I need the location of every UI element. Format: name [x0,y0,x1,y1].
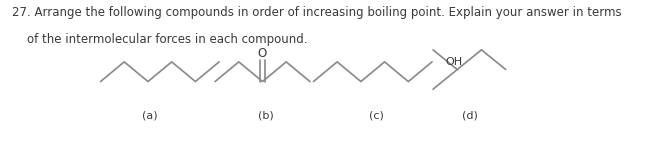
Text: OH: OH [445,57,462,67]
Text: O: O [258,47,267,60]
Text: (c): (c) [369,110,384,120]
Text: (a): (a) [142,110,158,120]
Text: (b): (b) [258,110,273,120]
Text: (d): (d) [462,110,478,120]
Text: of the intermolecular forces in each compound.: of the intermolecular forces in each com… [12,33,307,46]
Text: 27. Arrange the following compounds in order of increasing boiling point. Explai: 27. Arrange the following compounds in o… [12,6,621,19]
